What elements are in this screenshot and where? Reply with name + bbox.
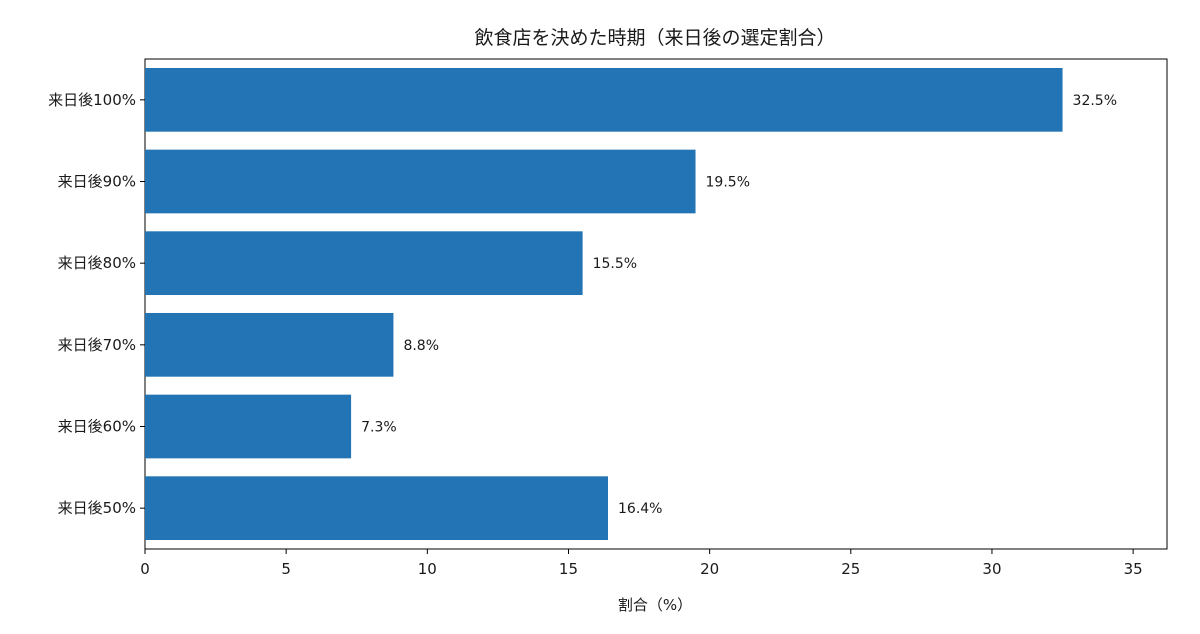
bar-2 (145, 231, 583, 296)
x-tick-label-3: 15 (559, 560, 578, 578)
data-label-5: 16.4% (618, 501, 662, 517)
bar-3 (145, 312, 394, 377)
data-label-2: 15.5% (593, 256, 637, 272)
x-tick-label-0: 0 (140, 560, 150, 578)
x-axis-label: 割合（%） (618, 596, 692, 614)
data-label-0: 32.5% (1073, 93, 1117, 109)
bar-1 (145, 149, 696, 214)
x-tick-label-5: 25 (841, 560, 860, 578)
bars-group: 32.5% 19.5% 15.5% 8.8% 7.3% 16.4% (145, 67, 1117, 541)
y-tick-label-4: 来日後60% (58, 418, 136, 436)
x-tick-label-2: 10 (418, 560, 437, 578)
data-label-3: 8.8% (403, 338, 439, 354)
y-tick-label-0: 来日後100% (48, 91, 136, 109)
x-tick-label-4: 20 (700, 560, 719, 578)
data-label-1: 19.5% (706, 175, 750, 191)
chart-title: 飲食店を決めた時期（来日後の選定割合） (474, 27, 835, 49)
x-tick-label-7: 35 (1124, 560, 1143, 578)
y-axis: 来日後100% 来日後90% 来日後80% 来日後70% 来日後60% 来日後50% (48, 91, 145, 517)
bar-5 (145, 476, 609, 541)
bar-4 (145, 394, 352, 459)
x-tick-label-6: 30 (982, 560, 1001, 578)
bar-0 (145, 67, 1063, 132)
x-tick-label-1: 5 (281, 560, 291, 578)
y-tick-label-1: 来日後90% (58, 173, 136, 191)
y-tick-label-3: 来日後70% (58, 336, 136, 354)
y-tick-label-5: 来日後50% (58, 499, 136, 517)
y-tick-label-2: 来日後80% (58, 254, 136, 272)
data-label-4: 7.3% (361, 420, 397, 436)
x-axis: 0 5 10 15 20 25 30 35 (140, 549, 1143, 578)
plot-area (144, 58, 1168, 550)
